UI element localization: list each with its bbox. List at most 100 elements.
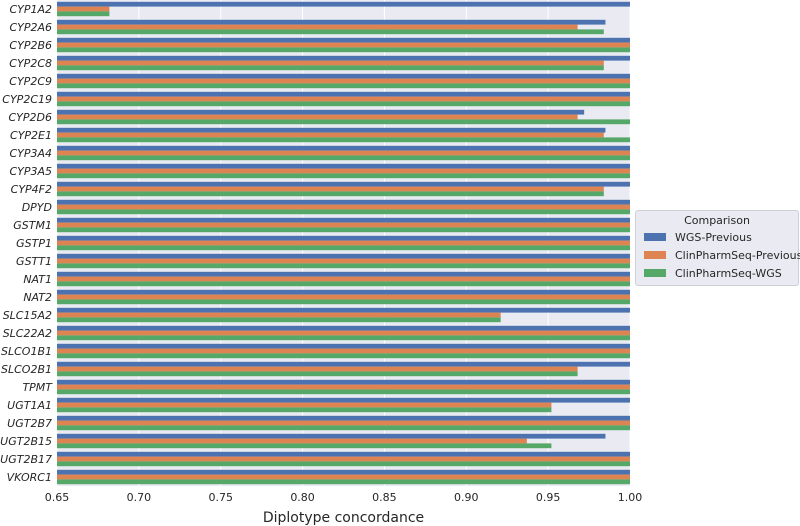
bar-cyp3a4-clinpharmseq-previous [57,150,630,156]
bar-cyp3a4-wgs-previous [57,145,630,151]
bar-nat1-clinpharmseq-previous [57,276,630,282]
y-tick-label: SLCO1B1 [1,345,52,358]
bar-cyp1a2-wgs-previous [57,1,630,7]
x-tick-label: 1.00 [618,491,643,504]
y-tick-labels: CYP1A2 CYP2A6 CYP2B6 CYP2C8 CYP2C9 CYP2C19 CYP… [0,3,53,484]
bar-slc15a2-wgs-previous [57,307,630,313]
bar-slc22a2-clinpharmseq-wgs [57,335,630,341]
bars [57,1,630,485]
legend-label: ClinPharmSeq-WGS [675,266,782,280]
bar-slc15a2-clinpharmseq-wgs [57,317,501,323]
bar-ugt1a1-wgs-previous [57,397,630,403]
y-tick-label: DPYD [22,201,52,214]
bar-tpmt-clinpharmseq-previous [57,384,630,390]
bar-ugt2b15-clinpharmseq-previous [57,438,527,444]
bar-slc15a2-clinpharmseq-previous [57,312,501,318]
bar-slco2b1-wgs-previous [57,361,630,367]
y-tick-label: CYP2A6 [9,21,52,34]
bar-vkorc1-clinpharmseq-wgs [57,479,630,485]
bar-tpmt-clinpharmseq-wgs [57,389,630,395]
x-tick-label: 0.95 [536,491,561,504]
bar-ugt2b17-clinpharmseq-previous [57,456,630,462]
bar-cyp1a2-clinpharmseq-previous [57,6,110,12]
x-tick-label: 0.75 [208,491,233,504]
bar-cyp4f2-clinpharmseq-wgs [57,191,604,197]
bar-slc22a2-wgs-previous [57,325,630,331]
legend-item-clinpharmseq-wgs: ClinPharmSeq-WGS [644,265,782,281]
bar-cyp2c19-clinpharmseq-previous [57,96,630,102]
bar-gstp1-clinpharmseq-wgs [57,245,630,251]
y-tick-label: UGT2B7 [7,417,52,430]
bar-nat1-clinpharmseq-wgs [57,281,630,287]
x-axis-label: Diplotype concordance [263,510,424,526]
bar-dpyd-clinpharmseq-wgs [57,209,630,215]
bar-cyp2c8-clinpharmseq-previous [57,60,604,66]
y-tick-label: TPMT [22,381,53,394]
bar-cyp2c9-clinpharmseq-previous [57,78,630,84]
bar-cyp3a5-clinpharmseq-wgs [57,173,630,179]
y-tick-label: CYP1A2 [9,3,52,16]
bar-cyp2e1-wgs-previous [57,127,606,133]
bar-slco1b1-clinpharmseq-previous [57,348,630,354]
legend-item-clinpharmseq-previous: ClinPharmSeq-Previous [644,247,800,263]
y-tick-label: SLCO2B1 [1,363,52,376]
bar-gstm1-clinpharmseq-previous [57,222,630,228]
bar-cyp2c9-wgs-previous [57,73,630,79]
bar-cyp4f2-clinpharmseq-previous [57,186,604,192]
y-tick-label: CYP3A5 [9,165,52,178]
y-tick-label: GSTP1 [16,237,52,250]
bar-cyp2c8-clinpharmseq-wgs [57,65,604,71]
y-tick-label: SLC22A2 [3,327,52,340]
bar-cyp2c9-clinpharmseq-wgs [57,83,630,89]
legend-label: WGS-Previous [675,230,752,244]
legend-swatch [644,269,666,277]
bar-cyp2d6-wgs-previous [57,109,585,115]
bar-tpmt-wgs-previous [57,379,630,385]
bar-ugt2b7-clinpharmseq-previous [57,420,630,426]
y-tick-label: GSTM1 [13,219,52,232]
y-tick-label: SLC15A2 [3,309,52,322]
bar-cyp2e1-clinpharmseq-previous [57,132,604,138]
bar-slco2b1-clinpharmseq-previous [57,366,578,372]
y-tick-label: CYP3A4 [9,147,52,160]
y-tick-label: CYP2C9 [9,75,52,88]
bar-slco1b1-clinpharmseq-wgs [57,353,630,359]
bar-cyp2c19-wgs-previous [57,91,630,97]
y-tick-label: CYP2D6 [8,111,52,124]
bar-nat2-clinpharmseq-wgs [57,299,630,305]
y-tick-label: VKORC1 [7,471,52,484]
legend-label: ClinPharmSeq-Previous [675,248,800,262]
bar-cyp4f2-wgs-previous [57,181,630,187]
bar-cyp2b6-clinpharmseq-previous [57,42,630,48]
bar-ugt2b17-wgs-previous [57,451,630,457]
y-tick-label: CYP2C8 [9,57,52,70]
bar-vkorc1-clinpharmseq-previous [57,474,630,480]
y-tick-label: CYP2E1 [10,129,52,142]
bar-cyp3a4-clinpharmseq-wgs [57,155,630,161]
bar-cyp3a5-wgs-previous [57,163,630,169]
bar-cyp2c19-clinpharmseq-wgs [57,101,630,107]
y-tick-label: NAT1 [23,273,52,286]
bar-cyp2b6-clinpharmseq-wgs [57,47,630,53]
bar-vkorc1-wgs-previous [57,469,630,475]
bar-slco1b1-wgs-previous [57,343,630,349]
bar-gstp1-wgs-previous [57,235,630,241]
bar-gstp1-clinpharmseq-previous [57,240,630,246]
legend-swatch [644,233,666,241]
bar-ugt2b15-wgs-previous [57,433,606,439]
x-tick-labels: 0.65 0.70 0.75 0.80 0.85 0.90 0.95 1.00 [45,491,643,504]
legend-title: Comparison [684,214,750,227]
bar-cyp2a6-wgs-previous [57,19,606,25]
y-tick-label: GSTT1 [16,255,52,268]
bar-gstm1-clinpharmseq-wgs [57,227,630,233]
bar-cyp2c8-wgs-previous [57,55,630,61]
bar-ugt1a1-clinpharmseq-previous [57,402,552,408]
bar-cyp3a5-clinpharmseq-previous [57,168,630,174]
bar-cyp2e1-clinpharmseq-wgs [57,137,630,143]
bar-cyp1a2-clinpharmseq-wgs [57,11,110,17]
legend-swatch [644,251,666,259]
y-tick-label: UGT2B17 [0,453,52,466]
bar-slco2b1-clinpharmseq-wgs [57,371,578,377]
y-tick-label: UGT2B15 [0,435,52,448]
